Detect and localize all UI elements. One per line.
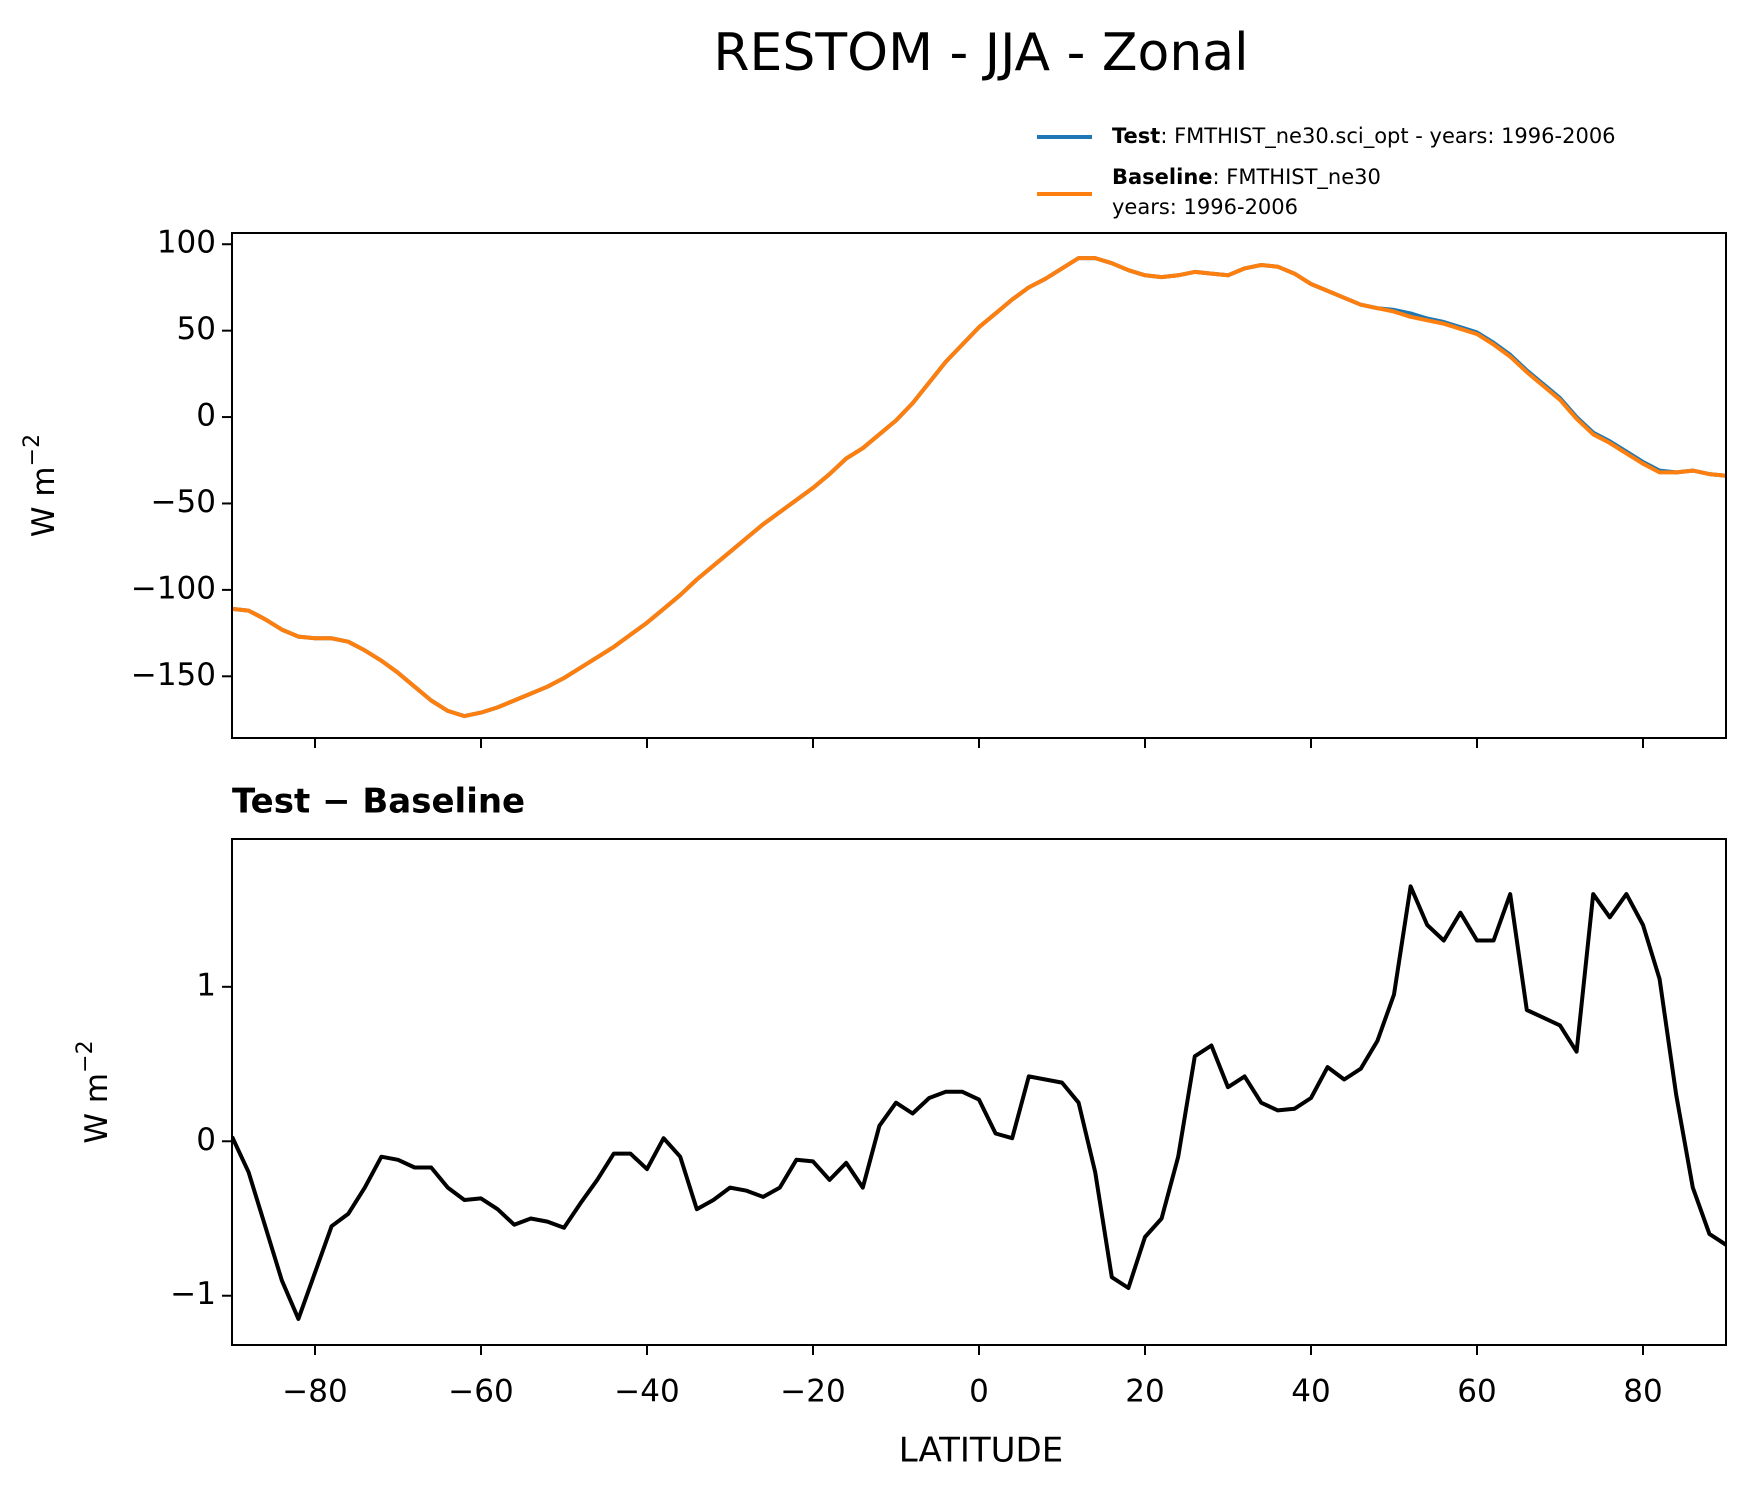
x-axis-label: LATITUDE [899,1431,1063,1471]
y-tick-label: −100 [131,570,216,606]
y-axis-label-exponent: −2 [73,1040,98,1072]
y-tick-label: 100 [157,225,216,261]
x-tick-label: −60 [448,1374,513,1410]
legend-name: Baseline [1112,165,1213,189]
data-line [232,256,1726,719]
legend-label: Baseline: FMTHIST_ne30 [1112,165,1381,190]
y-tick-label: 0 [196,398,216,434]
x-tick-label: −40 [614,1374,679,1410]
legend-text: : FMTHIST_ne30 [1213,165,1381,190]
data-line [232,884,1726,1321]
x-tick-label: −80 [282,1374,347,1410]
x-tick-label: −20 [780,1374,845,1410]
x-tick-label: 20 [1125,1374,1164,1410]
y-axis-label: W m−2 [73,1040,115,1143]
y-tick-label: 1 [196,967,216,1003]
x-tick-label: 60 [1457,1374,1496,1410]
legend-label: Test: FMTHIST_ne30.sci_opt - years: 1996… [1112,124,1616,149]
y-tick-label: −1 [170,1276,216,1312]
y-axis-label-exponent: −2 [20,434,45,466]
y-axis-label: W m−2 [20,434,62,537]
y-tick-label: −150 [131,657,216,693]
x-tick-label: 40 [1291,1374,1330,1410]
x-tick-label: 0 [969,1374,989,1410]
axes-frame [231,838,1727,1346]
figure-title: RESTOM - JJA - Zonal [713,23,1248,83]
y-tick-label: −50 [151,484,216,520]
y-axis-label-unit: W m [26,466,62,537]
y-axis-label-unit: W m [79,1073,115,1144]
y-tick-label: 50 [177,311,216,347]
legend-text: : FMTHIST_ne30.sci_opt - years: 1996-200… [1160,124,1615,149]
legend-name: Test [1112,124,1160,148]
subplot-title: Test − Baseline [232,782,525,822]
y-tick-label: 0 [196,1122,216,1158]
x-tick-label: 80 [1623,1374,1662,1410]
legend-label-line: years: 1996-2006 [1112,195,1298,219]
axes-frame [231,232,1727,739]
